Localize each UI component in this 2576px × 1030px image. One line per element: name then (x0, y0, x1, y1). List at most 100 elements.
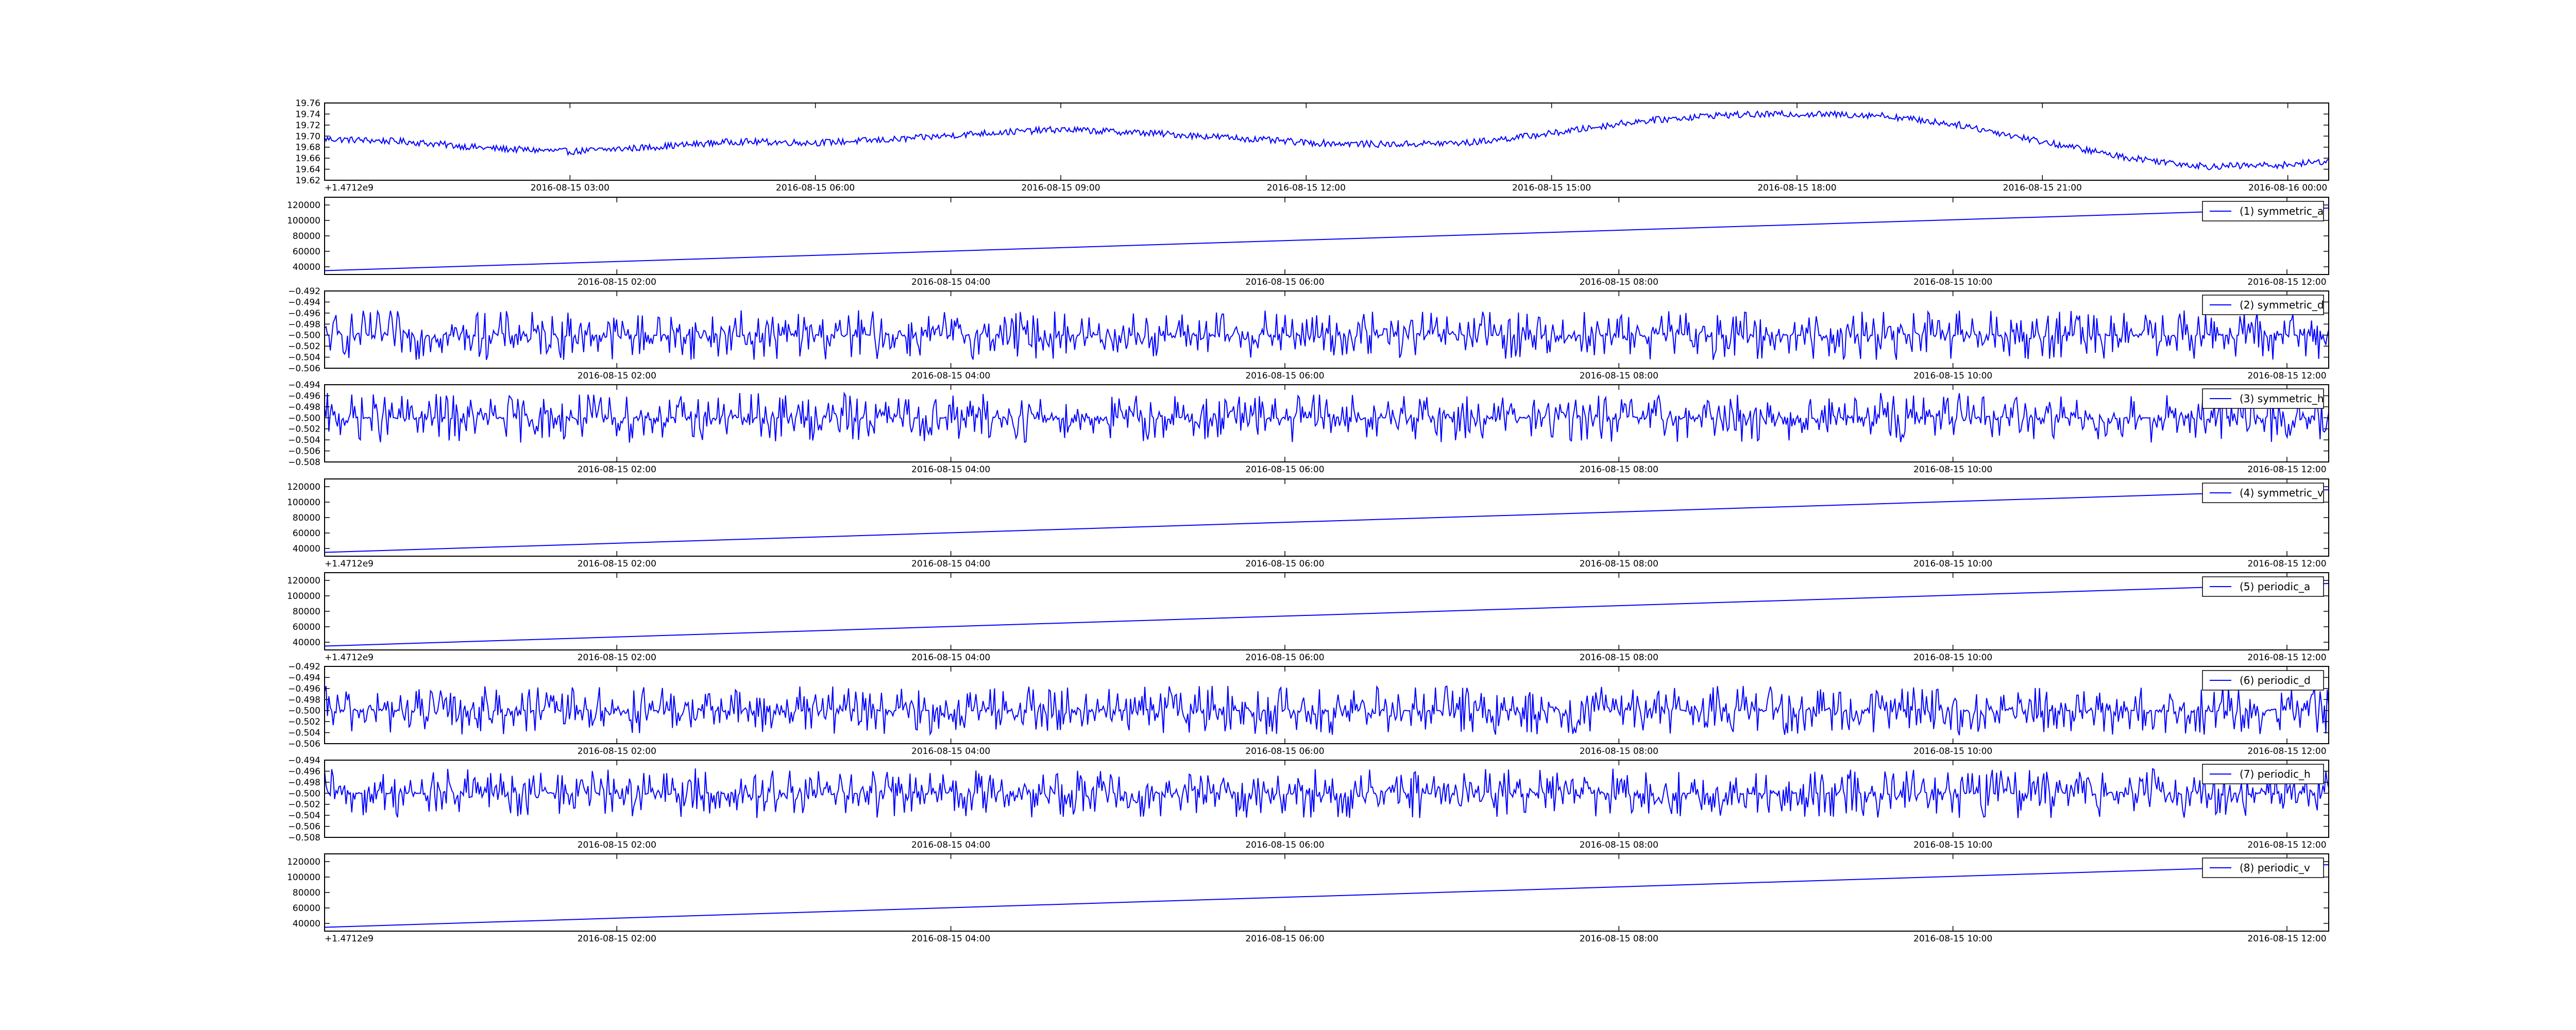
x-tick-label: 2016-08-15 04:00 (911, 653, 990, 663)
legend: (5) periodic_a (2202, 576, 2324, 597)
x-tick-label: 2016-08-15 12:00 (2247, 465, 2326, 475)
legend-label: (2) symmetric_d (2240, 299, 2324, 311)
y-tick-label: −0.508 (288, 833, 320, 843)
x-tick-label: 2016-08-15 10:00 (1913, 746, 1992, 757)
x-tick-label: 2016-08-15 12:00 (2247, 559, 2326, 569)
y-tick-label: 80000 (293, 888, 320, 898)
y-tick-label: 19.68 (295, 143, 320, 153)
x-tick-label: 2016-08-15 10:00 (1913, 559, 1992, 569)
subplot-7: −0.506−0.504−0.502−0.500−0.498−0.496−0.4… (288, 662, 2329, 757)
y-tick-label: −0.506 (288, 822, 320, 832)
y-tick-label: −0.496 (288, 308, 320, 319)
series-line (324, 309, 2329, 360)
x-tick-label: 2016-08-15 06:00 (1245, 746, 1324, 757)
legend: (4) symmetric_v (2202, 483, 2324, 503)
y-tick-label: 60000 (293, 903, 320, 914)
legend-label: (5) periodic_a (2240, 580, 2310, 593)
y-tick-label: 19.74 (295, 109, 320, 119)
axes-frame (324, 102, 2329, 181)
y-tick-label: −0.502 (288, 800, 320, 810)
y-tick-label: −0.498 (288, 695, 320, 705)
y-tick-label: −0.498 (288, 778, 320, 788)
x-tick-label: 2016-08-15 10:00 (1913, 277, 1992, 287)
x-tick-label: 2016-08-15 08:00 (1580, 934, 1658, 944)
x-tick-label: 2016-08-15 09:00 (1021, 183, 1100, 193)
y-tick-label: −0.504 (288, 811, 320, 821)
y-tick-label: 80000 (293, 231, 320, 242)
y-tick-label: 19.72 (295, 121, 320, 131)
y-tick-label: 120000 (287, 482, 320, 492)
x-tick-label: 2016-08-15 08:00 (1580, 277, 1658, 287)
x-tick-label: 2016-08-15 08:00 (1580, 371, 1658, 381)
x-tick-label: 2016-08-15 03:00 (531, 183, 609, 193)
x-tick-label: 2016-08-15 06:00 (1245, 934, 1324, 944)
x-tick-label: 2016-08-15 04:00 (911, 559, 990, 569)
y-tick-label: −0.506 (288, 739, 320, 749)
x-tick-label: 2016-08-15 02:00 (578, 934, 656, 944)
y-tick-label: −0.498 (288, 402, 320, 413)
x-tick-label: 2016-08-15 10:00 (1913, 465, 1992, 475)
x-tick-label: 2016-08-15 12:00 (2247, 746, 2326, 757)
y-tick-label: 100000 (287, 216, 320, 226)
x-tick-label: 2016-08-15 12:00 (1267, 183, 1346, 193)
y-tick-label: −0.506 (288, 447, 320, 457)
x-tick-label: 2016-08-15 06:00 (1245, 653, 1324, 663)
y-tick-label: −0.500 (288, 706, 320, 716)
x-tick-label: 2016-08-15 12:00 (2247, 840, 2326, 850)
axes-frame (324, 572, 2329, 650)
series-line (324, 583, 2329, 647)
axes-frame (324, 384, 2329, 462)
y-tick-label: 19.76 (295, 98, 320, 109)
x-tick-label: 2016-08-15 08:00 (1580, 840, 1658, 850)
offset-label: +1.4712e9 (325, 183, 374, 193)
axes-frame (324, 197, 2329, 275)
y-tick-label: 100000 (287, 497, 320, 508)
y-tick-label: 19.66 (295, 153, 320, 164)
legend-label: (8) periodic_v (2240, 862, 2310, 874)
y-tick-label: −0.500 (288, 331, 320, 341)
x-tick-label: 2016-08-15 06:00 (776, 183, 855, 193)
x-tick-label: 2016-08-15 02:00 (578, 559, 656, 569)
subplot-3: −0.506−0.504−0.502−0.500−0.498−0.496−0.4… (288, 286, 2329, 381)
y-tick-label: −0.500 (288, 413, 320, 423)
x-tick-label: 2016-08-15 04:00 (911, 277, 990, 287)
legend: (7) periodic_h (2202, 764, 2324, 784)
x-tick-label: 2016-08-15 06:00 (1245, 465, 1324, 475)
y-tick-label: −0.494 (288, 756, 320, 766)
x-tick-label: 2016-08-15 02:00 (578, 653, 656, 663)
x-tick-label: 2016-08-15 08:00 (1580, 746, 1658, 757)
x-tick-label: 2016-08-15 02:00 (578, 277, 656, 287)
x-tick-label: 2016-08-15 12:00 (2247, 934, 2326, 944)
series-line (324, 391, 2329, 443)
subplot-9: 40000 60000 80000 100000 120000 2016-08-15 02… (287, 853, 2329, 944)
x-tick-label: 2016-08-15 02:00 (578, 371, 656, 381)
y-tick-label: −0.504 (288, 728, 320, 739)
y-tick-label: 120000 (287, 576, 320, 586)
y-tick-label: 80000 (293, 607, 320, 617)
x-tick-label: 2016-08-15 02:00 (578, 840, 656, 850)
x-tick-label: 2016-08-15 08:00 (1580, 559, 1658, 569)
axes-frame (324, 666, 2329, 744)
x-tick-label: 2016-08-15 15:00 (1512, 183, 1591, 193)
y-tick-label: 40000 (293, 262, 320, 272)
y-tick-label: 40000 (293, 919, 320, 929)
y-tick-label: −0.502 (288, 341, 320, 352)
legend: (3) symmetric_h (2202, 388, 2324, 409)
y-tick-label: 40000 (293, 544, 320, 554)
y-tick-label: 100000 (287, 591, 320, 602)
legend-label: (7) periodic_h (2240, 768, 2311, 780)
y-tick-label: −0.508 (288, 457, 320, 468)
legend-label: (4) symmetric_v (2240, 487, 2324, 499)
y-tick-label: −0.492 (288, 286, 320, 297)
x-tick-label: 2016-08-15 04:00 (911, 371, 990, 381)
x-tick-label: 2016-08-15 10:00 (1913, 653, 1992, 663)
y-tick-label: −0.494 (288, 673, 320, 683)
y-tick-label: −0.498 (288, 319, 320, 330)
legend: (6) periodic_d (2202, 670, 2324, 691)
x-tick-label: 2016-08-15 10:00 (1913, 840, 1992, 850)
offset-label: +1.4712e9 (325, 934, 374, 944)
axes-frame (324, 478, 2329, 557)
subplot-2: 40000 60000 80000 100000 120000 2016-08-15 02… (287, 197, 2329, 287)
